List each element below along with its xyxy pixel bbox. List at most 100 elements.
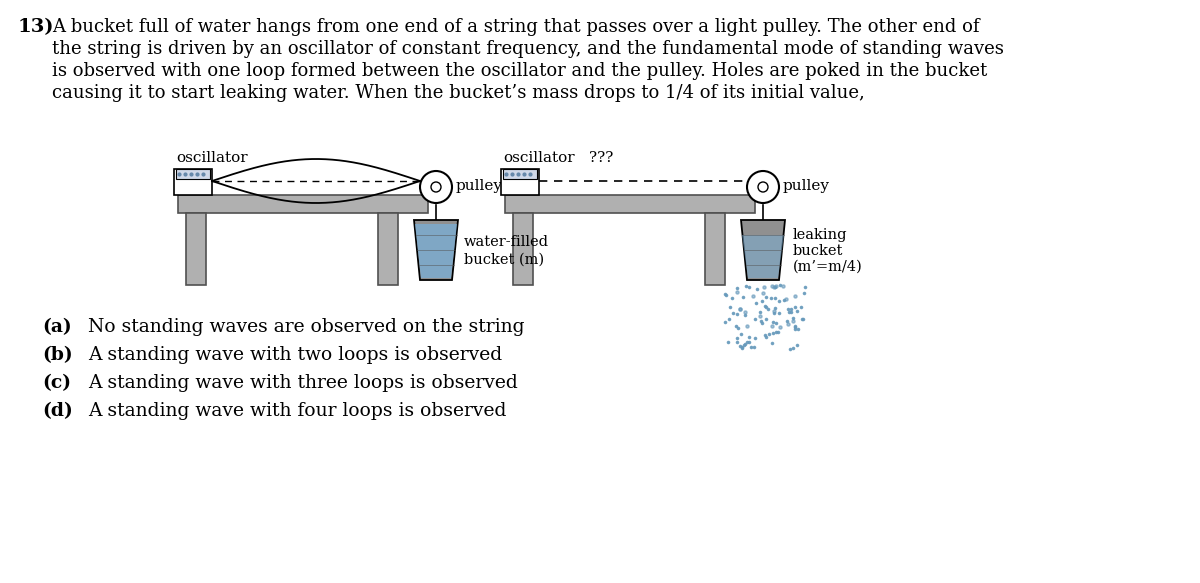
Circle shape bbox=[746, 171, 779, 203]
Point bbox=[737, 281, 756, 290]
Point bbox=[739, 283, 758, 292]
Point bbox=[769, 308, 788, 317]
Point bbox=[785, 303, 804, 312]
Point bbox=[767, 281, 786, 290]
Point bbox=[728, 323, 748, 332]
Text: (m’=m/4): (m’=m/4) bbox=[793, 260, 863, 274]
Point bbox=[744, 342, 763, 352]
Point bbox=[782, 308, 802, 317]
Point bbox=[764, 308, 784, 318]
Bar bbox=[505, 195, 755, 213]
Point bbox=[727, 333, 746, 343]
Point bbox=[756, 303, 775, 312]
Bar bbox=[186, 213, 206, 285]
Point bbox=[751, 316, 770, 325]
Point bbox=[724, 308, 743, 318]
Point bbox=[727, 309, 746, 318]
Point bbox=[756, 332, 775, 341]
Point bbox=[788, 325, 808, 334]
Point bbox=[734, 340, 754, 350]
Text: A standing wave with two loops is observed: A standing wave with two loops is observ… bbox=[88, 346, 502, 364]
Point bbox=[727, 338, 746, 347]
Point bbox=[767, 328, 786, 337]
Bar bbox=[502, 169, 539, 195]
Point bbox=[756, 292, 775, 301]
Point bbox=[786, 321, 805, 331]
Text: oscillator: oscillator bbox=[503, 151, 575, 165]
Point bbox=[716, 317, 736, 326]
Text: 13): 13) bbox=[18, 18, 54, 36]
Point bbox=[752, 319, 772, 328]
Circle shape bbox=[431, 182, 442, 192]
Text: the string is driven by an oscillator of constant frequency, and the fundamental: the string is driven by an oscillator of… bbox=[52, 40, 1004, 58]
Point bbox=[773, 281, 792, 290]
Point bbox=[767, 318, 786, 328]
Point bbox=[793, 314, 812, 324]
Point bbox=[720, 303, 739, 312]
Point bbox=[779, 304, 798, 314]
Polygon shape bbox=[742, 235, 784, 278]
Point bbox=[733, 342, 752, 352]
Polygon shape bbox=[415, 224, 457, 278]
Text: is observed with one loop formed between the oscillator and the pulley. Holes ar: is observed with one loop formed between… bbox=[52, 62, 988, 80]
Point bbox=[755, 282, 774, 292]
Point bbox=[785, 322, 804, 331]
Point bbox=[787, 340, 806, 350]
Point bbox=[748, 285, 767, 294]
Point bbox=[755, 330, 774, 339]
Circle shape bbox=[420, 171, 452, 203]
Point bbox=[739, 333, 758, 342]
Point bbox=[722, 293, 742, 303]
Point bbox=[786, 292, 805, 301]
Point bbox=[752, 296, 772, 305]
Point bbox=[745, 314, 764, 323]
Point bbox=[785, 324, 804, 333]
Point bbox=[754, 289, 773, 298]
Point bbox=[715, 289, 734, 298]
Point bbox=[719, 337, 738, 346]
Point bbox=[781, 305, 800, 314]
Point bbox=[768, 327, 787, 336]
Point bbox=[791, 302, 810, 311]
Point bbox=[758, 304, 778, 313]
Text: ???: ??? bbox=[589, 151, 613, 165]
Point bbox=[762, 339, 781, 348]
Point bbox=[778, 320, 797, 329]
Text: leaking: leaking bbox=[793, 228, 847, 242]
Point bbox=[756, 301, 775, 311]
Point bbox=[719, 314, 738, 324]
Point bbox=[764, 306, 784, 315]
Bar bbox=[514, 213, 533, 285]
Point bbox=[726, 321, 745, 331]
Text: oscillator: oscillator bbox=[176, 151, 247, 165]
Text: causing it to start leaking water. When the bucket’s mass drops to 1/4 of its in: causing it to start leaking water. When … bbox=[52, 84, 865, 102]
Text: bucket: bucket bbox=[793, 244, 844, 258]
Point bbox=[742, 342, 761, 352]
Text: No standing waves are observed on the string: No standing waves are observed on the st… bbox=[88, 318, 524, 336]
Point bbox=[733, 343, 752, 353]
Text: A bucket full of water hangs from one end of a string that passes over a light p: A bucket full of water hangs from one en… bbox=[52, 18, 979, 36]
Point bbox=[794, 289, 814, 298]
Text: A standing wave with four loops is observed: A standing wave with four loops is obser… bbox=[88, 402, 506, 420]
Point bbox=[778, 316, 797, 325]
Point bbox=[769, 297, 788, 306]
Point bbox=[781, 344, 800, 353]
Point bbox=[750, 311, 769, 320]
Point bbox=[731, 341, 750, 350]
Bar bbox=[706, 213, 725, 285]
Polygon shape bbox=[742, 220, 785, 280]
Point bbox=[763, 322, 782, 331]
Point bbox=[766, 282, 785, 292]
Point bbox=[731, 304, 750, 313]
Text: A standing wave with three loops is observed: A standing wave with three loops is obse… bbox=[88, 374, 517, 392]
Point bbox=[745, 333, 764, 342]
Text: pulley: pulley bbox=[784, 179, 830, 193]
Point bbox=[756, 314, 775, 324]
Point bbox=[760, 329, 779, 339]
Point bbox=[762, 282, 781, 291]
Point bbox=[761, 293, 780, 303]
Point bbox=[766, 303, 785, 312]
Point bbox=[770, 280, 790, 290]
Point bbox=[736, 339, 755, 349]
Point bbox=[764, 282, 784, 292]
